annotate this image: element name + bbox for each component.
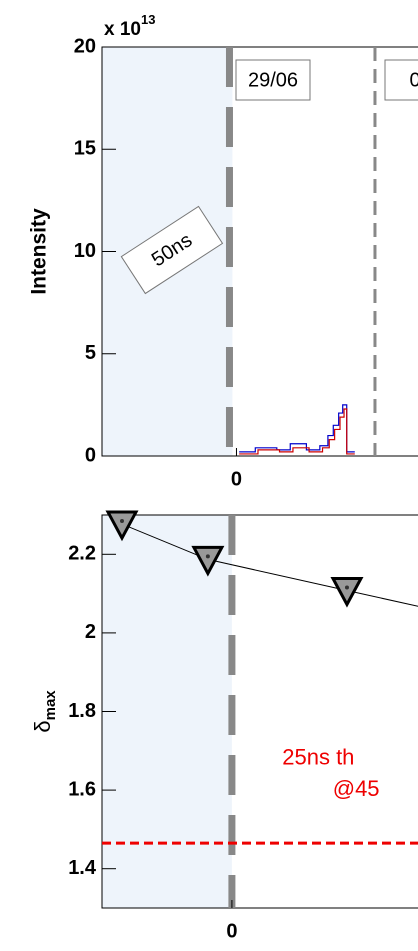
intensity-line bbox=[239, 404, 355, 453]
y-label: δmax bbox=[30, 690, 59, 733]
y-multiplier-exponent: 13 bbox=[141, 12, 155, 27]
data-point-center bbox=[119, 519, 124, 524]
y-label-symbol: δ bbox=[30, 720, 55, 732]
date-label: 29/06 bbox=[248, 69, 298, 91]
data-point-center bbox=[205, 554, 210, 559]
y-tick-label: 2 bbox=[85, 621, 96, 643]
x-tick-label: 0 bbox=[226, 920, 237, 942]
y-label-subscript: max bbox=[42, 690, 59, 721]
data-point bbox=[191, 545, 225, 577]
data-point bbox=[105, 510, 139, 542]
date-label: 0 bbox=[409, 69, 418, 91]
x-tick-label: 0 bbox=[231, 468, 242, 490]
y-tick-label: 20 bbox=[74, 35, 96, 57]
y-tick-label: 15 bbox=[74, 138, 96, 160]
trend-line bbox=[121, 523, 418, 607]
data-point-center bbox=[344, 585, 349, 590]
y-tick-label: 2.2 bbox=[68, 543, 96, 565]
y-label: Intensity bbox=[28, 208, 51, 295]
y-tick-label: 1.6 bbox=[68, 778, 96, 800]
filling-box: 50ns bbox=[120, 205, 224, 295]
y-tick-label: 5 bbox=[85, 342, 96, 364]
panel: 1.4 1.6 1.8 2 2.2 0 δmax 25ns th @45 bbox=[30, 510, 418, 942]
y-tick-label: 10 bbox=[74, 240, 96, 262]
y-multiplier-base: x 10 bbox=[104, 19, 141, 40]
y-tick-label: 1.8 bbox=[68, 700, 96, 722]
date-box bbox=[384, 59, 418, 101]
date-box bbox=[235, 59, 311, 101]
panel: 0 5 10 15 20 0 Intensity x 1013 29/06 0 50ns bbox=[28, 12, 418, 490]
y-tick-label: 0 bbox=[85, 444, 96, 466]
filling-box-frame bbox=[120, 205, 224, 295]
threshold-note: 25ns th bbox=[282, 744, 354, 769]
data-point bbox=[330, 576, 364, 608]
intensity-line bbox=[239, 408, 355, 455]
shaded-region bbox=[102, 515, 232, 908]
y-multiplier: x 1013 bbox=[104, 12, 155, 40]
y-tick-label: 1.4 bbox=[68, 857, 97, 879]
threshold-note: @45 bbox=[333, 776, 380, 801]
